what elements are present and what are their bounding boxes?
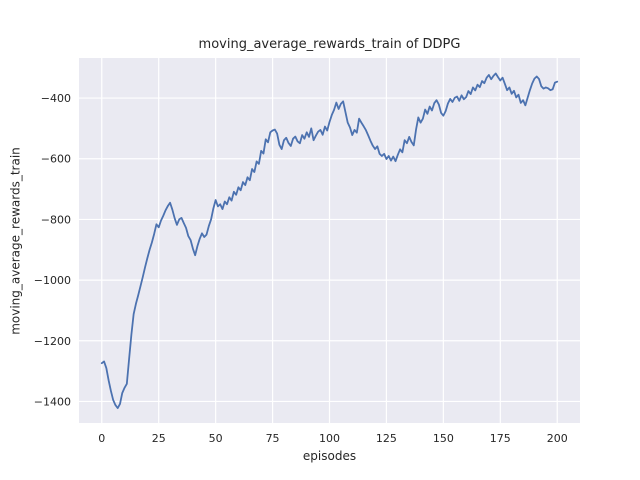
x-tick-label: 200	[547, 432, 568, 445]
reward-line	[100, 72, 559, 410]
y-tick-label: −800	[41, 213, 71, 226]
x-axis-label: episodes	[302, 449, 357, 463]
y-tick-label: −1400	[34, 395, 71, 408]
y-tick-label: −1200	[34, 335, 71, 348]
x-tick-label: 25	[152, 432, 166, 445]
x-tick-label: 175	[490, 432, 511, 445]
y-tick-label: −1000	[34, 274, 71, 287]
x-tick-label: 0	[98, 432, 105, 445]
y-axis-label: moving_average_rewards_train	[8, 147, 23, 335]
y-tick-label: −400	[41, 92, 71, 105]
x-tick-label: 150	[433, 432, 454, 445]
chart-title: moving_average_rewards_train of DDPG	[198, 37, 461, 52]
x-tick-label: 75	[266, 432, 280, 445]
x-tick-label: 50	[209, 432, 223, 445]
x-tick-label: 125	[376, 432, 397, 445]
x-tick-label: 100	[319, 432, 340, 445]
y-tick-label: −600	[41, 153, 71, 166]
